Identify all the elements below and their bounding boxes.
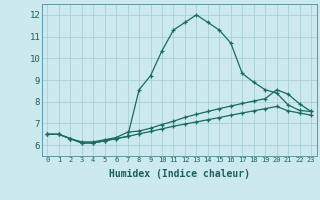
- X-axis label: Humidex (Indice chaleur): Humidex (Indice chaleur): [109, 169, 250, 179]
